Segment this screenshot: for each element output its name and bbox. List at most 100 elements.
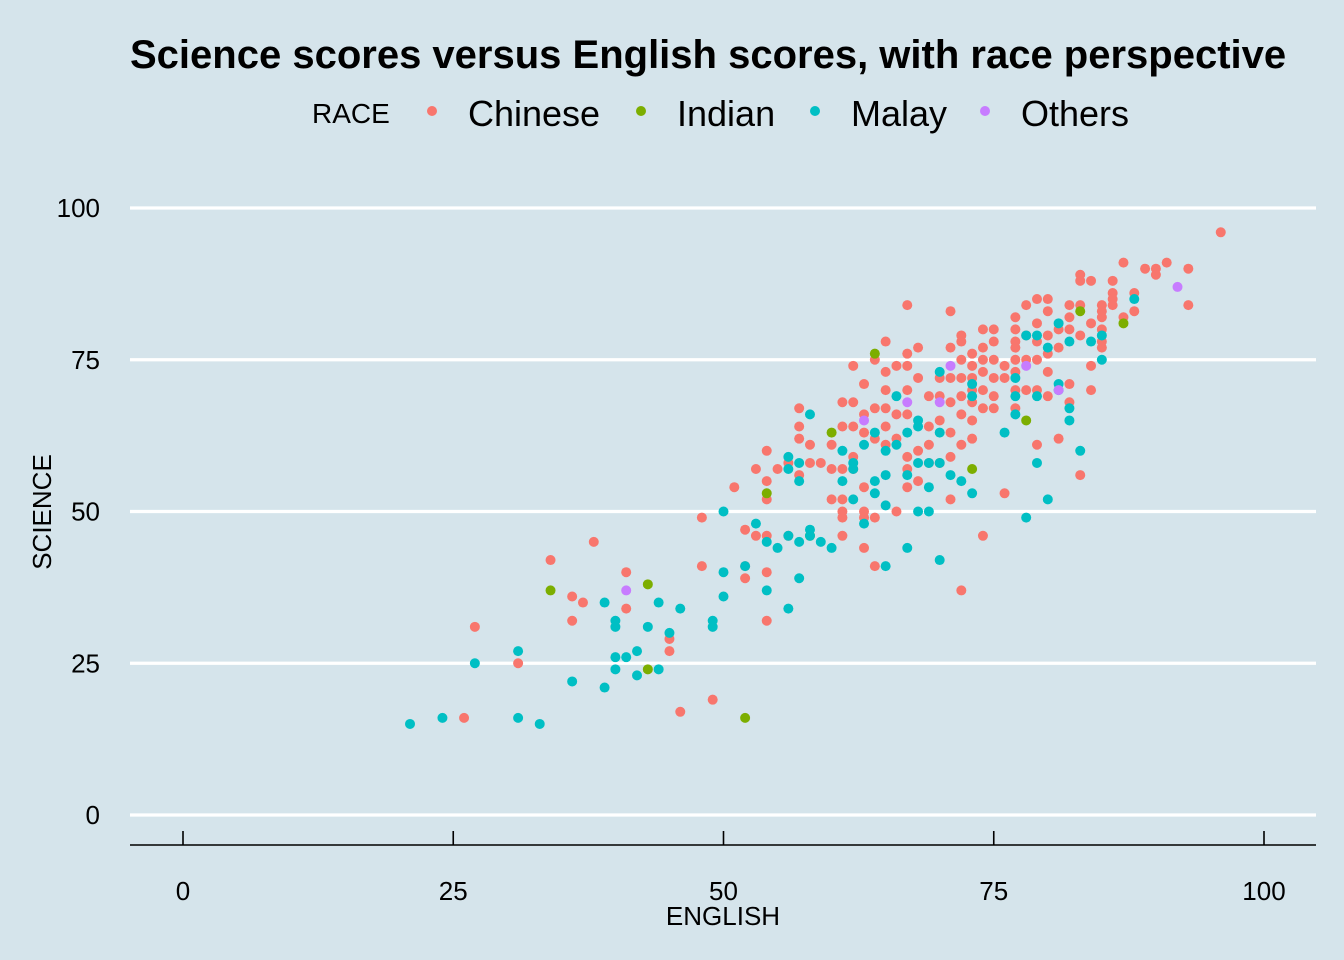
data-point [1010,409,1021,420]
data-point [1086,360,1097,371]
data-point [610,652,621,663]
legend-swatch [980,106,990,116]
data-point [1183,300,1194,311]
data-point [945,360,956,371]
data-point [1021,300,1032,311]
legend-item: Others [980,93,1129,134]
data-point [1031,439,1042,450]
data-point [750,464,761,475]
data-point [675,706,686,717]
data-point [837,530,848,541]
data-point [729,482,740,493]
data-point [902,470,913,481]
data-point [1107,300,1118,311]
data-point [945,427,956,438]
data-point [902,451,913,462]
data-point [1031,330,1042,341]
data-point [1150,269,1161,280]
data-point [880,500,891,511]
data-point [869,476,880,487]
data-point [1075,275,1086,286]
data-point [696,561,707,572]
data-point [902,360,913,371]
data-point [1075,306,1086,317]
data-point [740,712,751,723]
data-point [999,372,1010,383]
data-point [859,518,870,529]
data-point [1042,342,1053,353]
data-point [750,518,761,529]
data-point [761,567,772,578]
data-point [1053,342,1064,353]
data-point [977,530,988,541]
data-point [794,433,805,444]
data-point [923,457,934,468]
data-point [902,300,913,311]
data-point [977,366,988,377]
data-point [934,415,945,426]
data-point [967,415,978,426]
data-point [956,372,967,383]
data-point [1010,342,1021,353]
data-point [1021,330,1032,341]
data-point [1075,330,1086,341]
legend-item: Malay [810,93,947,134]
data-point [848,464,859,475]
data-point [848,397,859,408]
data-point [1042,330,1053,341]
x-axis-title: ENGLISH [666,901,780,931]
data-point [1042,494,1053,505]
data-point [534,718,545,729]
data-point [945,494,956,505]
data-point [794,573,805,584]
data-point [923,421,934,432]
data-point [859,379,870,390]
data-point [1107,275,1118,286]
data-point [772,542,783,553]
data-point [1096,330,1107,341]
legend-item: Chinese [427,93,600,134]
data-point [945,306,956,317]
data-point [869,427,880,438]
data-point [1064,379,1075,390]
data-point [1053,433,1064,444]
data-point [405,718,416,729]
data-point [956,391,967,402]
data-point [977,324,988,335]
data-point [1161,257,1172,268]
y-axis: 0 25 50 75 100 [57,193,100,830]
data-point [988,336,999,347]
data-point [977,385,988,396]
data-point [469,621,480,632]
data-point [761,476,772,487]
data-point [1031,457,1042,468]
data-point [967,379,978,390]
data-point [1075,470,1086,481]
data-point [1215,227,1226,238]
data-point [837,397,848,408]
data-point [977,403,988,414]
data-point [794,403,805,414]
data-point [837,494,848,505]
data-point [923,391,934,402]
data-point [945,470,956,481]
data-point [772,464,783,475]
data-point [880,403,891,414]
data-point [1042,366,1053,377]
data-point [902,427,913,438]
data-point [956,476,967,487]
data-point [880,366,891,377]
data-point [1021,385,1032,396]
data-point [437,712,448,723]
data-point [826,427,837,438]
data-point [826,464,837,475]
data-point [859,542,870,553]
data-point [977,342,988,353]
data-point [826,542,837,553]
data-point [1021,512,1032,523]
data-point [967,348,978,359]
data-point [880,336,891,347]
data-point [642,664,653,675]
data-point [891,391,902,402]
data-point [469,658,480,669]
